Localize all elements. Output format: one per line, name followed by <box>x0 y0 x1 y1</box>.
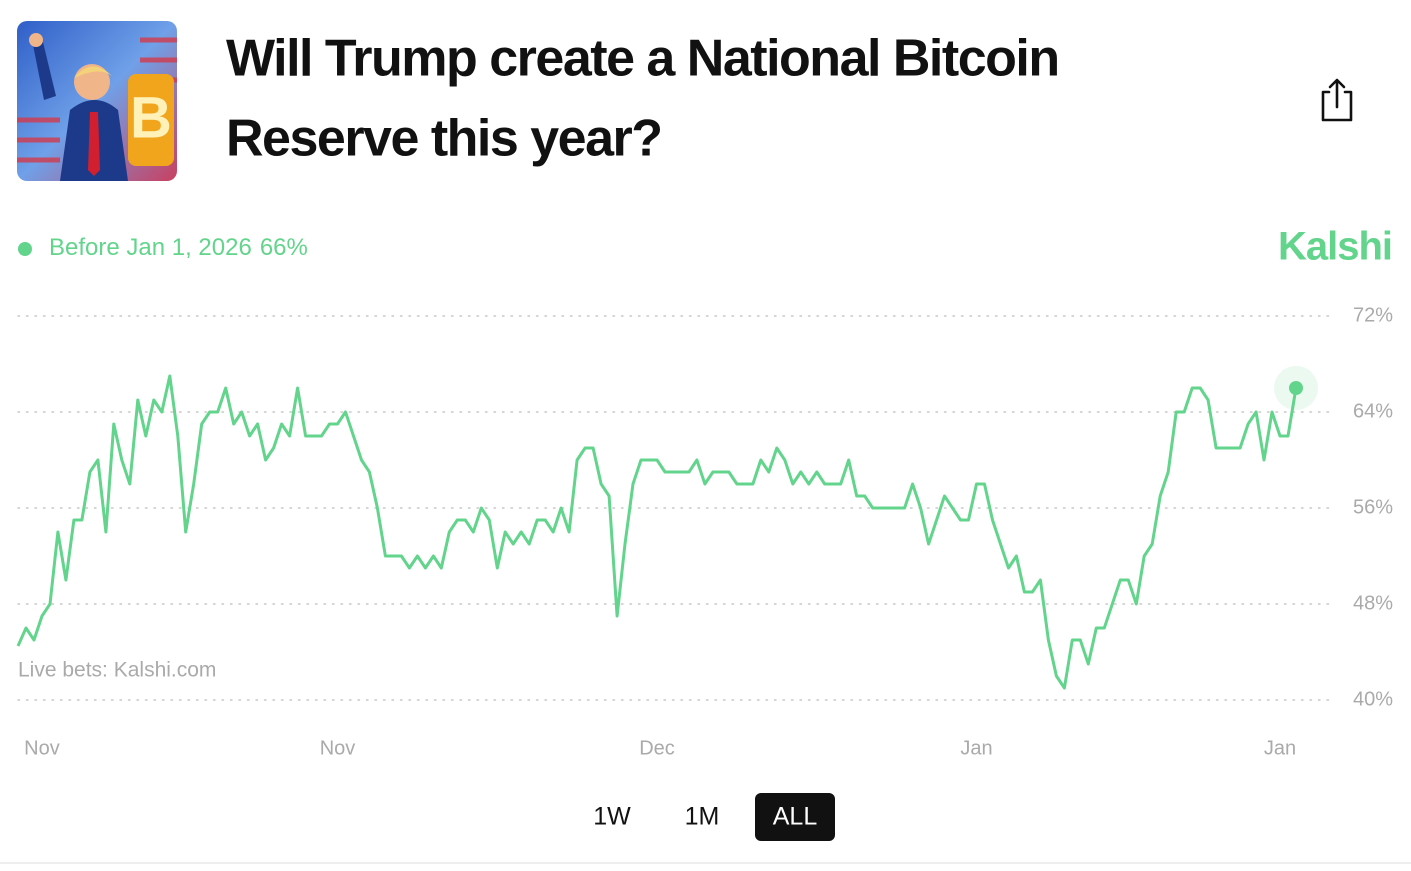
y-tick-label: 64% <box>1353 400 1393 422</box>
range-button[interactable]: ALL <box>755 793 835 841</box>
svg-text:B: B <box>130 85 172 150</box>
y-tick-label: 72% <box>1353 304 1393 326</box>
legend-label: Before Jan 1, 2026 66% <box>49 234 308 261</box>
market-title: Reserve this year? <box>226 110 662 168</box>
current-point <box>1289 381 1303 395</box>
y-tick-label: 48% <box>1353 592 1393 614</box>
range-button-bg <box>755 793 835 841</box>
x-tick-label: Nov <box>24 737 60 759</box>
range-button[interactable]: 1M <box>685 803 720 831</box>
y-tick-label: 56% <box>1353 496 1393 518</box>
brand-logo: Kalshi <box>1278 225 1392 269</box>
range-button-label[interactable]: 1M <box>685 803 720 831</box>
range-button[interactable]: 1W <box>593 803 631 831</box>
range-button-label[interactable]: 1W <box>593 803 631 831</box>
current-value: 66% <box>260 234 308 261</box>
x-tick-label: Jan <box>1264 737 1296 759</box>
x-tick-label: Dec <box>639 737 675 759</box>
x-tick-label: Nov <box>320 737 356 759</box>
legend-dot <box>18 242 32 256</box>
series-name: Before Jan 1, 2026 <box>49 234 252 261</box>
market-title: Will Trump create a National Bitcoin <box>226 30 1059 88</box>
chart: 40% 48% 56% 64% 72% Nov Nov Dec Jan Jan Live bets:… <box>16 304 1393 759</box>
y-tick-label: 40% <box>1353 688 1393 710</box>
x-tick-label: Jan <box>960 737 992 759</box>
range-button-label[interactable]: ALL <box>773 803 818 831</box>
watermark: Live bets: Kalshi.com <box>18 659 216 682</box>
share-button[interactable] <box>1321 78 1353 122</box>
market-thumbnail: B <box>17 21 177 181</box>
series-line <box>16 374 1298 690</box>
